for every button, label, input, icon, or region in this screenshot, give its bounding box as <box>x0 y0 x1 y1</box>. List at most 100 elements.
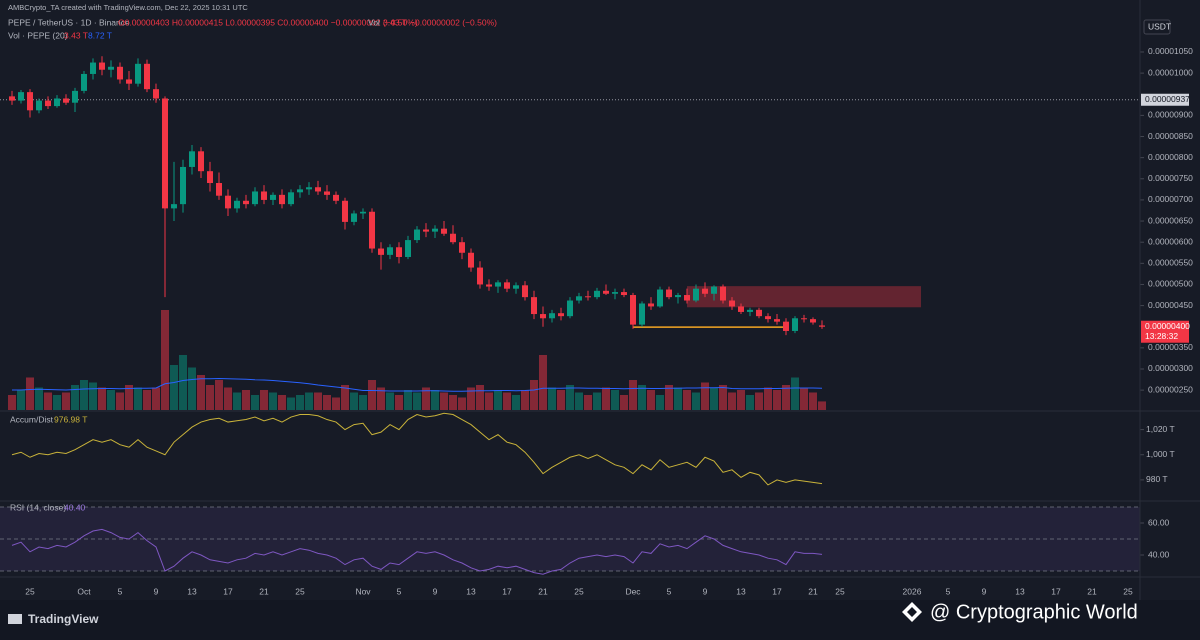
candle-body <box>477 267 483 285</box>
volume-bar <box>764 387 772 410</box>
candle-body <box>459 242 465 253</box>
vol-value: 3.43 T <box>383 17 407 27</box>
watermark-diamond <box>902 602 922 622</box>
x-tick-label: 5 <box>667 586 672 596</box>
brand[interactable]: TradingView <box>28 612 99 626</box>
volume-bar <box>440 392 448 410</box>
candle-body <box>207 171 213 184</box>
logo-mark <box>8 614 22 624</box>
y-tick-label: 0.00000350 <box>1148 342 1193 352</box>
volume-bar <box>332 397 340 410</box>
volume-bar <box>791 377 799 410</box>
ad-tick-label: 1,000 T <box>1146 449 1175 459</box>
x-tick-label: 17 <box>772 586 782 596</box>
candle-body <box>198 151 204 172</box>
candle-body <box>450 233 456 243</box>
candle-body <box>27 92 33 111</box>
y-tick-label: 0.00000300 <box>1148 363 1193 373</box>
volume-bar <box>620 395 628 410</box>
last-price-label: 0.00000937 <box>1145 94 1190 104</box>
volume-bar <box>287 397 295 410</box>
rsi-last: 40.40 <box>64 502 86 512</box>
volume-bar <box>692 392 700 410</box>
volume-bar <box>557 390 565 410</box>
x-tick-label: 5 <box>397 586 402 596</box>
volume-bar <box>782 385 790 410</box>
candle-body <box>270 194 276 200</box>
x-tick-label: 17 <box>223 586 233 596</box>
volume-bar <box>593 392 601 410</box>
volume-bar <box>566 385 574 410</box>
x-tick-label: 25 <box>295 586 305 596</box>
y-tick-label: 0.00000550 <box>1148 258 1193 268</box>
volume-bar <box>80 380 88 410</box>
volume-bar <box>512 395 520 410</box>
candle-body <box>45 100 51 107</box>
candle-body <box>306 187 312 190</box>
countdown: 13:28:32 <box>1145 331 1178 341</box>
rsi-line <box>11 528 823 575</box>
y-tick-label: 0.00000750 <box>1148 173 1193 183</box>
candle-body <box>189 151 195 167</box>
candle-body <box>720 286 726 301</box>
y-tick-label: 0.00000500 <box>1148 279 1193 289</box>
candle-body <box>243 200 249 205</box>
volume-bar <box>449 395 457 410</box>
volume-bar <box>215 380 223 410</box>
volume-last: 3.43 T <box>64 30 88 40</box>
candle-body <box>108 66 114 70</box>
volume-bar <box>35 387 43 410</box>
y-tick-label: 0.00001050 <box>1148 46 1193 56</box>
volume-bar <box>683 390 691 410</box>
volume-bar <box>269 392 277 410</box>
volume-bar <box>746 395 754 410</box>
volume-bar <box>377 387 385 410</box>
volume-bar <box>629 380 637 410</box>
volume-bar <box>98 387 106 410</box>
volume-bar <box>359 395 367 410</box>
candle-body <box>522 285 528 298</box>
x-tick-label: 17 <box>502 586 512 596</box>
candle-body <box>216 183 222 196</box>
candle-body <box>405 240 411 257</box>
x-tick-label: 5 <box>946 586 951 596</box>
volume-bar <box>602 387 610 410</box>
volume-bar <box>170 365 178 410</box>
close-price-label: 0.00000400 <box>1145 321 1190 331</box>
x-tick-label: 9 <box>703 586 708 596</box>
volume-bar <box>278 395 286 410</box>
volume-bar <box>575 392 583 410</box>
volume-bar <box>296 395 304 410</box>
volume-bar <box>737 390 745 410</box>
volume-bar <box>242 390 250 410</box>
y-tick-label: 0.00000250 <box>1148 384 1193 394</box>
vol-change: −0.00000002 (−0.50%) <box>410 17 497 27</box>
candle-body <box>54 98 60 107</box>
candle-body <box>486 284 492 287</box>
volume-bar <box>710 387 718 410</box>
volume-bar <box>143 390 151 410</box>
brand-logo[interactable] <box>8 614 22 624</box>
candle-body <box>342 200 348 222</box>
candle-body <box>18 92 24 101</box>
volume-bar <box>467 387 475 410</box>
currency[interactable]: USDT <box>1148 21 1171 31</box>
candle-body <box>333 194 339 201</box>
volume-bar <box>665 385 673 410</box>
x-tick-label: 5 <box>118 586 123 596</box>
candle-body <box>171 204 177 209</box>
volume-bar <box>62 392 70 410</box>
candle-body <box>135 63 141 84</box>
x-tick-label: 25 <box>25 586 35 596</box>
watermark-icon <box>902 602 922 622</box>
watermark: @ Cryptographic World <box>930 601 1138 623</box>
volume-bar <box>422 387 430 410</box>
volume-bar <box>701 382 709 410</box>
volume-bar <box>413 392 421 410</box>
volume-bar <box>8 395 16 410</box>
x-tick-label: 13 <box>736 586 746 596</box>
candle-body <box>99 62 105 70</box>
currency-box[interactable] <box>1143 19 1171 35</box>
candle-body <box>621 292 627 296</box>
